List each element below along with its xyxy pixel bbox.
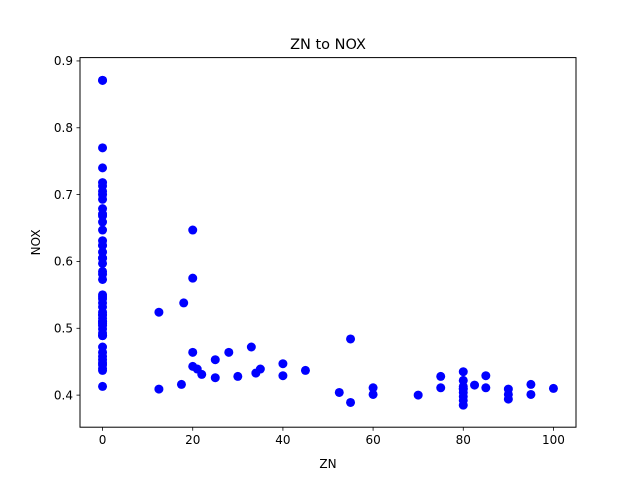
data-point — [255, 364, 265, 374]
y-axis-ticks: 0.4 0.5 0.6 0.7 0.8 0.9 — [54, 54, 80, 402]
data-point — [179, 298, 189, 308]
data-point — [98, 75, 108, 85]
data-point — [233, 371, 243, 381]
data-point — [458, 383, 468, 393]
data-point — [154, 307, 164, 317]
data-point — [224, 347, 234, 357]
data-point — [188, 273, 198, 283]
data-point — [548, 383, 558, 393]
data-point — [98, 143, 108, 153]
data-point — [154, 384, 164, 394]
data-point — [436, 383, 446, 393]
plot-frame — [79, 57, 577, 428]
data-point — [458, 400, 468, 410]
x-tick-label: 80 — [456, 433, 471, 447]
data-point — [176, 379, 186, 389]
x-axis-ticks: 0 20 40 60 80 100 — [99, 427, 565, 447]
scatter-points — [98, 75, 558, 410]
y-tick-label: 0.6 — [54, 255, 73, 269]
chart-title: ZN to NOX — [290, 37, 366, 53]
x-tick-label: 100 — [542, 433, 565, 447]
data-point — [210, 373, 220, 383]
data-point — [526, 389, 536, 399]
data-point — [98, 317, 108, 327]
data-point — [188, 225, 198, 235]
data-point — [278, 371, 288, 381]
data-point — [346, 334, 356, 344]
data-point — [98, 240, 108, 250]
data-point — [300, 365, 310, 375]
data-point — [98, 225, 108, 235]
data-point — [210, 355, 220, 365]
data-point — [98, 163, 108, 173]
data-point — [346, 397, 356, 407]
data-point — [470, 380, 480, 390]
data-point — [368, 389, 378, 399]
data-point — [526, 379, 536, 389]
data-point — [98, 274, 108, 284]
data-point — [503, 394, 513, 404]
data-point — [98, 331, 108, 341]
data-point — [458, 367, 468, 377]
data-point — [98, 381, 108, 391]
data-point — [246, 342, 256, 352]
data-point — [197, 369, 207, 379]
y-tick-label: 0.7 — [54, 188, 73, 202]
x-tick-label: 0 — [99, 433, 107, 447]
y-tick-label: 0.4 — [54, 388, 73, 402]
x-tick-label: 40 — [275, 433, 290, 447]
x-axis-label: ZN — [319, 457, 336, 471]
data-point — [436, 371, 446, 381]
x-tick-label: 20 — [185, 433, 200, 447]
y-tick-label: 0.8 — [54, 121, 73, 135]
data-point — [188, 347, 198, 357]
y-tick-label: 0.9 — [54, 54, 73, 68]
data-point — [278, 359, 288, 369]
data-point — [98, 310, 108, 320]
x-tick-label: 60 — [365, 433, 380, 447]
data-point — [98, 217, 108, 227]
data-point — [368, 383, 378, 393]
y-axis-label: NOX — [29, 229, 43, 255]
data-point — [481, 383, 491, 393]
data-point — [413, 390, 423, 400]
data-point — [334, 387, 344, 397]
y-tick-label: 0.5 — [54, 322, 73, 336]
data-point — [481, 371, 491, 381]
data-point — [98, 365, 108, 375]
data-point — [98, 253, 108, 263]
data-point — [98, 190, 108, 200]
